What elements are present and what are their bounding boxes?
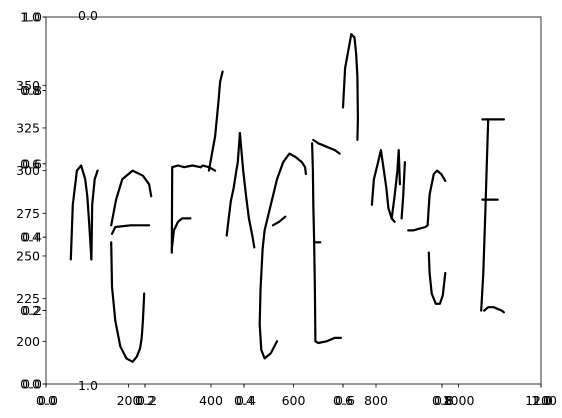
y-tick-label: 0.8 — [20, 83, 40, 98]
x-tick-label: 0.2 — [137, 393, 157, 408]
handwriting-stroke — [170, 164, 202, 254]
x-tick-label: 1000 — [443, 393, 475, 408]
x-tick-label: 600 — [282, 393, 306, 408]
handwriting-stroke — [311, 142, 317, 343]
handwriting-stroke — [427, 251, 447, 305]
x-tick-label: 0.6 — [335, 393, 355, 408]
x-tick-label: 0.0 — [38, 393, 58, 408]
handwriting-stroke — [207, 70, 224, 172]
x-tick-label: 0.0 — [36, 393, 56, 408]
y-tick-label: 350 — [16, 78, 40, 93]
handwriting-stroke — [400, 161, 406, 220]
handwriting-stroke — [370, 149, 396, 223]
handwriting-stroke — [271, 215, 287, 227]
x-tick-label: 0.4 — [234, 393, 254, 408]
y-tick-label: 0.2 — [20, 303, 40, 318]
overlay-x-tick-label-bottom: 1.0 — [78, 378, 98, 393]
x-tick-label: 0.8 — [432, 393, 452, 408]
x-tick-label: 0.2 — [135, 393, 155, 408]
x-tick-label: 0.4 — [236, 393, 256, 408]
handwriting-stroke — [341, 33, 359, 141]
handwriting-stroke — [90, 169, 99, 261]
handwriting-stroke — [314, 336, 342, 345]
handwriting-stroke — [390, 149, 401, 220]
handwriting-stroke — [110, 169, 153, 227]
y-tick-label: 1.0 — [22, 10, 42, 25]
handwriting-stroke — [312, 138, 341, 155]
x-tick-label: 0.6 — [333, 393, 353, 408]
handwriting-stroke — [110, 241, 146, 363]
y-tick-label: 0.0 — [22, 377, 42, 392]
handwriting-stroke — [258, 248, 279, 360]
y-tick-label: 0.2 — [22, 303, 42, 318]
handwriting-stroke — [199, 164, 217, 172]
handwriting-stroke — [225, 132, 241, 237]
handwriting-stroke — [170, 217, 192, 251]
y-tick-label: 325 — [16, 120, 40, 135]
y-tick-label: 0.4 — [22, 230, 42, 245]
y-tick-label: 1.0 — [20, 10, 40, 25]
x-tick-label: 1200 — [525, 393, 557, 408]
x-tick-label: 800 — [364, 393, 388, 408]
x-tick-label: 400 — [199, 393, 223, 408]
handwriting-stroke — [480, 118, 490, 312]
handwriting-stroke — [110, 224, 151, 235]
y-tick-label: 225 — [16, 291, 40, 306]
y-tick-label: 300 — [16, 163, 40, 178]
handwriting-strokes — [69, 33, 505, 363]
handwriting-stroke — [407, 224, 429, 232]
y-tick-label: 250 — [16, 248, 40, 263]
plot-frame — [45, 16, 542, 385]
x-tick-label: 1.0 — [533, 393, 553, 408]
handwriting-stroke — [483, 306, 505, 314]
handwriting-stroke — [426, 169, 447, 227]
y-tick-label: 0.6 — [20, 156, 40, 171]
x-tick-label: 200 — [117, 393, 141, 408]
y-tick-label: 200 — [16, 334, 40, 349]
handwriting-stroke — [261, 152, 307, 251]
y-tick-label: 0.8 — [22, 83, 42, 98]
overlay-y-tick-label-top: 0.0 — [78, 8, 98, 23]
y-tick-label: 0.6 — [22, 156, 42, 171]
x-tick-label: 0.8 — [434, 393, 454, 408]
handwriting-stroke — [238, 132, 256, 249]
y-tick-label: 0.0 — [20, 377, 40, 392]
axis-ticks: 0.0 0.2 0.4 0.6 0.8 1.0 0.0 0.2 0.4 0.6 0.8 1.0 200 4… — [16, 8, 557, 408]
y-tick-label: 275 — [16, 206, 40, 221]
x-tick-label: 1.0 — [531, 393, 551, 408]
y-tick-label: 0.4 — [20, 230, 40, 245]
handwriting-stroke — [69, 164, 93, 261]
